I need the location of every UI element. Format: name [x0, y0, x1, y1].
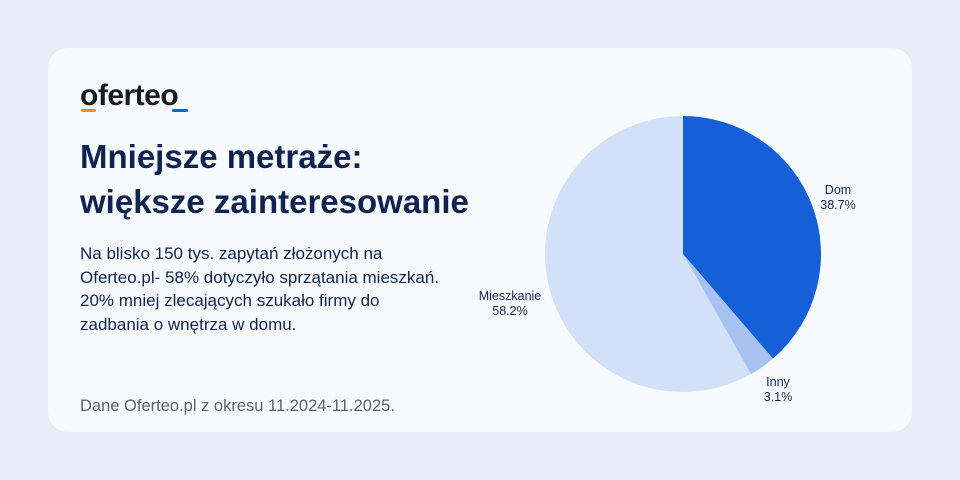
source-note: Dane Oferteo.pl z okresu 11.2024-11.2025… [80, 397, 395, 415]
title-line-1: Mniejsze metraże: [80, 138, 363, 175]
pie-label-mieszkanie: Mieszkanie [479, 289, 542, 303]
oferteo-logo: oferteo [80, 79, 179, 112]
pie-label-dom: Dom [825, 183, 851, 197]
pie-value-mieszkanie: 58.2% [492, 304, 527, 318]
pie-slice-mieszkanie [545, 116, 751, 392]
pie-value-dom: 38.7% [820, 198, 855, 212]
pie-value-inny: 3.1% [764, 390, 793, 404]
title-line-2: większe zainteresowanie [80, 183, 469, 220]
logo-orange-accent [81, 109, 96, 112]
pie-label-inny: Inny [766, 375, 790, 389]
description-text: Na blisko 150 tys. zapytań złożonych na … [80, 244, 440, 334]
pie-slices [545, 116, 821, 392]
logo-blue-accent [172, 109, 188, 112]
pie-slice-inny [683, 254, 773, 375]
pie-slice-dom [683, 116, 821, 359]
page-title: Mniejsze metraże: większe zainteresowani… [80, 134, 540, 224]
